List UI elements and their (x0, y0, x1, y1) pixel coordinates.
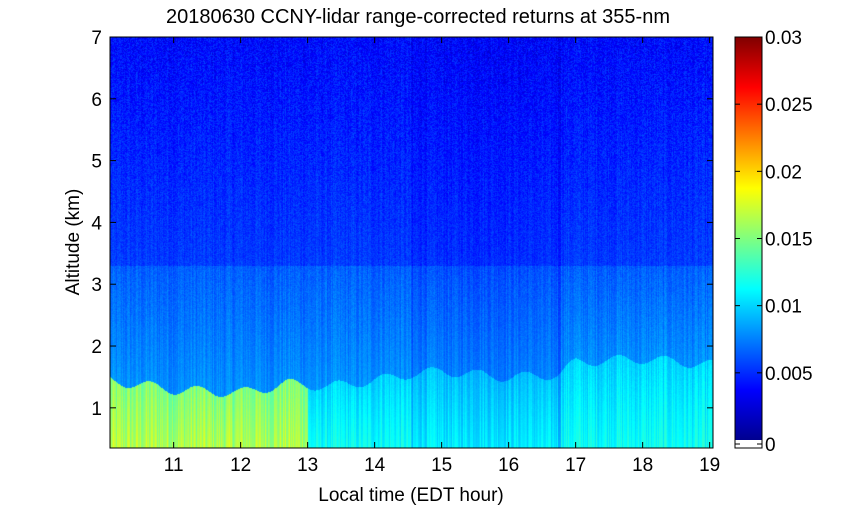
x-tick-label: 17 (565, 455, 586, 476)
colorbar-frame (734, 36, 763, 449)
y-axis-label: Altitude (km) (63, 189, 84, 296)
y-tick-label: 1 (91, 399, 102, 420)
y-tick-label: 4 (91, 213, 102, 234)
x-tick-label: 18 (632, 455, 653, 476)
colorbar-tick-label: 0.005 (765, 364, 813, 385)
colorbar-tick-label: 0.03 (765, 28, 802, 49)
colorbar-ticks: 0 0.005 0.01 0.015 0.02 0.025 0.03 (735, 28, 813, 456)
x-axis-ticks: 11 12 13 14 15 16 17 18 19 (164, 37, 720, 476)
x-tick-label: 14 (364, 455, 386, 476)
colorbar-zero-swatch (735, 440, 762, 448)
y-tick-label: 6 (91, 90, 102, 111)
y-tick-label: 3 (91, 275, 102, 296)
colorbar-tick-label: 0.015 (765, 230, 813, 251)
plot-frame (109, 36, 714, 449)
x-tick-label: 13 (297, 455, 318, 476)
y-axis-ticks: 1 2 3 4 5 6 7 (91, 28, 713, 420)
y-tick-label: 2 (91, 337, 102, 358)
x-tick-label: 19 (699, 455, 720, 476)
x-tick-label: 11 (164, 455, 184, 476)
colorbar-tick-label: 0.025 (765, 95, 813, 116)
chart-title: 20180630 CCNY-lidar range-corrected retu… (166, 6, 670, 28)
colorbar-tick-label: 0.01 (765, 297, 802, 318)
x-axis-label: Local time (EDT hour) (318, 485, 504, 506)
y-tick-label: 7 (91, 28, 102, 49)
x-tick-label: 15 (431, 455, 452, 476)
x-tick-label: 16 (498, 455, 519, 476)
colorbar-tick-label: 0 (765, 435, 776, 456)
colorbar-tick-label: 0.02 (765, 162, 802, 183)
heatmap-image (110, 37, 713, 448)
y-tick-label: 5 (91, 152, 102, 173)
x-tick-label: 12 (230, 455, 251, 476)
colorbar: 0 0.005 0.01 0.015 0.02 0.025 0.03 (734, 28, 813, 456)
